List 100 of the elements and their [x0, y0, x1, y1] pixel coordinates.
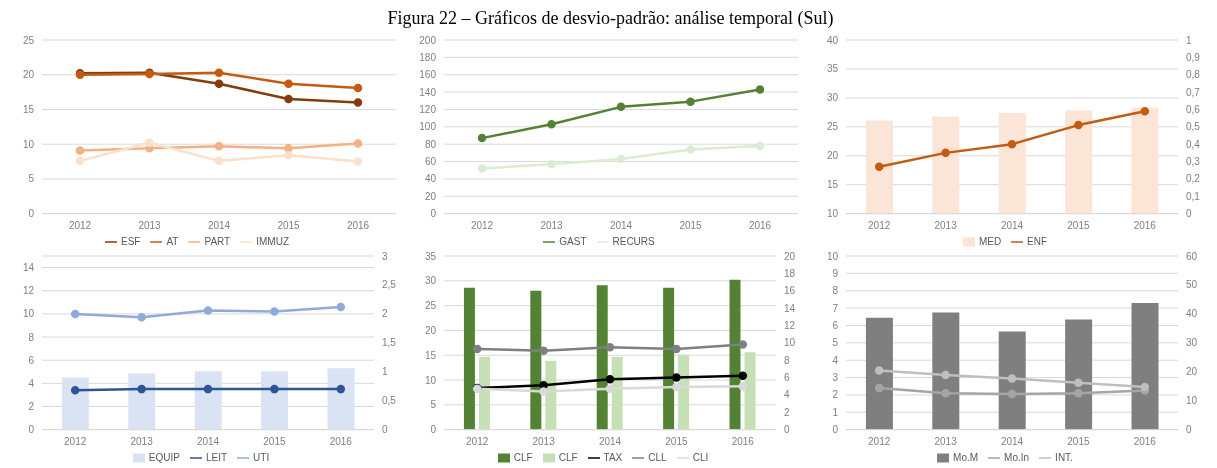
x-tick-label: 2013 — [540, 219, 564, 231]
y-tick-label: 0 — [430, 208, 437, 220]
x-tick-label: 2016 — [1133, 435, 1157, 447]
y-tick-label: 2 — [832, 389, 839, 401]
y2-tick-label: 18 — [784, 267, 796, 279]
y-tick-label: 10 — [826, 250, 839, 262]
y-tick-label: 20 — [22, 69, 35, 81]
x-tick-label: 2015 — [679, 219, 703, 231]
x-tick-label: 2016 — [748, 219, 772, 231]
y-tick-label: 60 — [424, 156, 437, 168]
legend-label: CLF — [513, 451, 533, 463]
y-tick-label: 35 — [826, 63, 839, 75]
y2-tick-label: 20 — [1186, 366, 1198, 378]
y2-tick-label: 0 — [1186, 424, 1192, 436]
x-tick-label: 2013 — [138, 219, 162, 231]
x-tick-label: 2012 — [868, 219, 891, 231]
y2-tick-label: 16 — [784, 285, 796, 297]
y2-tick-label: 0,8 — [1186, 69, 1201, 81]
legend-label: Mo.M — [953, 451, 979, 463]
legend-label: TAX — [603, 451, 623, 463]
y-tick-label: 20 — [424, 190, 437, 202]
y-tick-label: 0 — [832, 424, 839, 436]
y2-tick-label: 6 — [784, 372, 790, 384]
y2-tick-label: 1 — [1186, 34, 1192, 46]
y-tick-label: 140 — [419, 86, 437, 98]
y-tick-label: 9 — [832, 267, 839, 279]
y2-tick-label: 4 — [784, 389, 790, 401]
y2-tick-label: 20 — [784, 250, 796, 262]
y-tick-label: 10 — [22, 308, 35, 320]
x-tick-label: 2012 — [466, 435, 489, 447]
y2-tick-label: 0,7 — [1186, 86, 1201, 98]
y2-tick-label: 12 — [784, 320, 796, 332]
legend-label: CLI — [692, 451, 709, 463]
legend-label: LEIT — [205, 451, 228, 463]
legend-label: Mo.In — [1004, 451, 1030, 463]
legend-label: CLF — [558, 451, 578, 463]
y2-tick-label: 3 — [382, 250, 388, 262]
y-tick-label: 10 — [22, 138, 35, 150]
x-tick-label: 2015 — [1067, 435, 1090, 447]
y2-tick-label: 0,3 — [1186, 156, 1201, 168]
y-tick-label: 180 — [419, 51, 437, 63]
y2-tick-label: 10 — [784, 337, 796, 349]
legend-label: AT — [166, 235, 179, 247]
y-tick-label: 8 — [832, 285, 839, 297]
legend-label: PART — [204, 235, 231, 247]
x-tick-label: 2014 — [609, 219, 633, 231]
x-tick-label: 2014 — [1000, 435, 1024, 447]
y-tick-label: 3 — [832, 372, 839, 384]
y-tick-label: 35 — [424, 250, 437, 262]
y-tick-label: 15 — [22, 104, 35, 116]
y-tick-label: 15 — [424, 349, 437, 361]
x-tick-label: 2015 — [665, 435, 688, 447]
y-tick-label: 12 — [22, 285, 35, 297]
y2-tick-label: 0,5 — [382, 395, 397, 407]
y-tick-label: 5 — [832, 337, 839, 349]
y-tick-label: 0 — [28, 424, 35, 436]
legend-label: IMMUZ — [256, 235, 290, 247]
y-tick-label: 80 — [424, 138, 437, 150]
legend-label: RECURS — [612, 235, 655, 247]
y-tick-label: 20 — [826, 150, 839, 162]
x-tick-label: 2014 — [207, 219, 231, 231]
y2-tick-label: 2,5 — [382, 279, 397, 291]
legend-label: ESF — [120, 235, 141, 247]
x-tick-label: 2013 — [934, 435, 958, 447]
y-tick-label: 25 — [424, 300, 437, 312]
y-tick-label: 4 — [28, 377, 35, 389]
y-tick-label: 0 — [28, 208, 35, 220]
legend-label: INT. — [1055, 451, 1073, 463]
legend-label: UTI — [253, 451, 270, 463]
legend-label: GAST — [559, 235, 587, 247]
y-tick-label: 200 — [419, 34, 437, 46]
y-tick-label: 25 — [22, 34, 35, 46]
y2-tick-label: 1 — [382, 366, 388, 378]
y-tick-label: 1 — [832, 406, 839, 418]
y2-tick-label: 0,2 — [1186, 173, 1201, 185]
y-tick-label: 0 — [430, 424, 437, 436]
y2-tick-label: 2 — [382, 308, 388, 320]
y2-tick-label: 0,6 — [1186, 104, 1201, 116]
y2-tick-label: 60 — [1186, 250, 1198, 262]
y2-tick-label: 0 — [382, 424, 388, 436]
y-tick-label: 25 — [826, 121, 839, 133]
y2-tick-label: 0,1 — [1186, 190, 1201, 202]
y-tick-label: 10 — [424, 374, 437, 386]
y-tick-label: 6 — [28, 354, 35, 366]
y2-tick-label: 10 — [1186, 395, 1198, 407]
y2-tick-label: 1,5 — [382, 337, 397, 349]
y-tick-label: 4 — [832, 354, 839, 366]
y-tick-label: 160 — [419, 69, 437, 81]
x-tick-label: 2016 — [329, 435, 353, 447]
y2-tick-label: 8 — [784, 354, 790, 366]
x-tick-label: 2012 — [470, 219, 494, 231]
x-tick-label: 2015 — [277, 219, 301, 231]
y-tick-label: 30 — [424, 275, 437, 287]
x-tick-label: 2016 — [1133, 219, 1157, 231]
x-tick-label: 2016 — [346, 219, 370, 231]
legend-label: MED — [978, 235, 1002, 247]
y-tick-label: 6 — [832, 320, 839, 332]
x-tick-label: 2012 — [868, 435, 891, 447]
y2-tick-label: 2 — [784, 406, 790, 418]
y2-tick-label: 14 — [784, 302, 796, 314]
